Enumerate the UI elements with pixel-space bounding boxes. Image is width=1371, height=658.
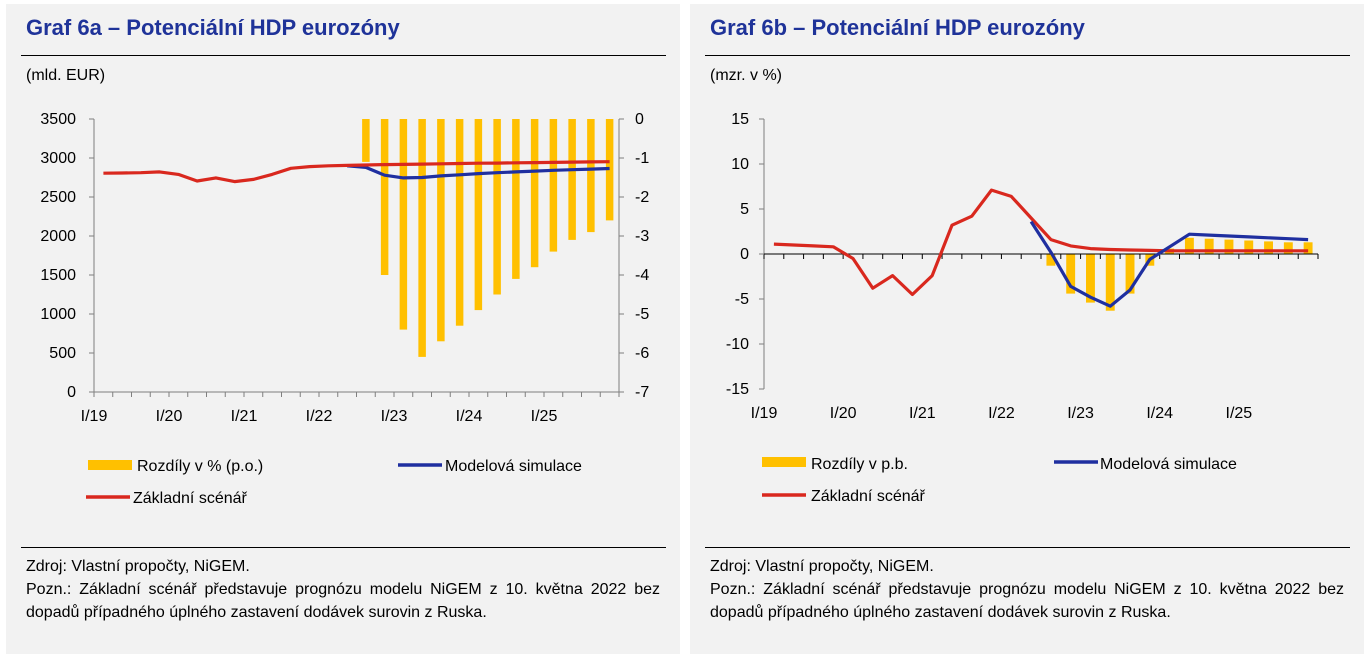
bar-difference [399,119,408,330]
line-simulation [346,164,610,180]
bar-difference [1086,254,1095,303]
bar-difference [1066,254,1076,294]
bar-difference [1283,242,1293,254]
x-tick-label: I/21 [231,408,258,425]
notes-divider [705,547,1350,548]
y-tick-label-left: 1500 [40,267,76,284]
line-simulation [1029,220,1309,308]
legend-label-baseline: Základní scénář [133,490,248,507]
x-tick-label: I/20 [156,408,183,425]
x-tick-label: I/20 [830,405,857,422]
y-tick-label-right: -1 [635,150,649,167]
y-tick-label: -15 [726,381,749,398]
x-tick-label: I/23 [381,408,408,425]
y-tick-label-left: 3000 [40,150,76,167]
y-tick-label: 15 [731,111,749,128]
legend-label-simulation: Modelová simulace [1100,456,1237,473]
y-tick-label: -5 [735,291,749,308]
x-tick-label: I/24 [456,408,483,425]
legend-label-bars: Rozdíly v p.b. [811,456,908,473]
y-axis-unit: (mzr. v %) [710,67,782,84]
bar-difference [1125,254,1135,294]
bar-difference [530,119,539,268]
chart-title: Graf 6a – Potenciální HDP eurozóny [26,15,400,40]
y-tick-label: 10 [731,156,749,173]
y-tick-label-right: -5 [635,306,649,323]
bar-difference [1184,237,1194,254]
chart-area: 15 10 5 0 -5 -10 -15I/19 I/20 I/21 I/22 I/23 I/24 I/… [726,111,1319,505]
bar-difference [1046,254,1056,266]
legend-label-bars: Rozdíly v % (p.o.) [137,458,263,475]
y-tick-label: 0 [740,246,749,263]
chart-area: 0 500 1000 1500 2000 2500 3000 3500 0 -1 -2 -3 -4 -5 -… [40,111,649,507]
y-tick-label-left: 1000 [40,306,76,323]
title-divider [705,55,1350,56]
bar-difference [549,119,558,252]
line-baseline [103,160,610,184]
chart-notes: Zdroj: Vlastní propočty, NiGEM. Pozn.: Z… [26,555,660,624]
bar-difference [437,119,445,342]
bar-difference [587,119,595,233]
legend-swatch-bars [762,457,806,467]
chart-notes: Zdroj: Vlastní propočty, NiGEM. Pozn.: Z… [710,555,1344,624]
x-tick-label: I/24 [1146,405,1173,422]
y-tick-label: -10 [726,336,749,353]
x-tick-label: I/19 [751,405,778,422]
y-tick-label: 5 [740,201,749,218]
y-tick-label-right: -7 [635,384,649,401]
chart-panel-6a: Graf 6a – Potenciální HDP eurozóny (mld.… [6,4,680,654]
source-text: Zdroj: Vlastní propočty, NiGEM. [26,558,250,575]
x-tick-label: I/19 [81,408,108,425]
bar-difference [512,119,520,279]
bar-difference [380,119,389,275]
line-baseline [773,188,1309,297]
y-tick-label-left: 0 [67,384,76,401]
bar-difference [1204,238,1214,254]
y-tick-label-right: 0 [635,111,644,128]
note-text: Pozn.: Základní scénář představuje progn… [26,581,660,621]
x-tick-label: I/25 [1226,405,1253,422]
bar-difference [418,119,426,357]
legend-label-baseline: Základní scénář [811,488,926,505]
notes-divider [21,547,666,548]
y-tick-label-right: -2 [635,189,649,206]
y-axis-unit: (mld. EUR) [26,67,106,84]
bar-difference [1264,241,1273,254]
y-tick-label-right: -6 [635,345,649,362]
y-tick-label-left: 2500 [40,189,76,206]
note-text: Pozn.: Základní scénář představuje progn… [710,581,1344,621]
bar-difference [493,119,501,295]
legend-swatch-bars [88,460,132,470]
bar-difference [1105,254,1115,311]
bar-difference [455,119,464,326]
bar-difference [474,119,483,311]
source-text: Zdroj: Vlastní propočty, NiGEM. [710,558,934,575]
title-divider [21,55,666,56]
bar-difference [362,119,370,162]
bar-difference [568,119,576,240]
x-tick-label: I/22 [306,408,333,425]
x-tick-label: I/21 [909,405,936,422]
y-tick-label-left: 500 [49,345,76,362]
y-tick-label-right: -4 [635,267,649,284]
legend-label-simulation: Modelová simulace [445,458,582,475]
y-tick-label-right: -3 [635,228,649,245]
chart-panel-6b: Graf 6b – Potenciální HDP eurozóny (mzr.… [690,4,1364,654]
x-tick-label: I/22 [988,405,1015,422]
x-tick-label: I/23 [1067,405,1094,422]
bar-difference [1224,239,1234,254]
bar-difference [1303,242,1313,254]
y-tick-label-left: 3500 [40,111,76,128]
x-tick-label: I/25 [531,408,558,425]
chart-title: Graf 6b – Potenciální HDP eurozóny [710,15,1085,40]
y-tick-label-left: 2000 [40,228,76,245]
bar-difference [1244,240,1254,254]
